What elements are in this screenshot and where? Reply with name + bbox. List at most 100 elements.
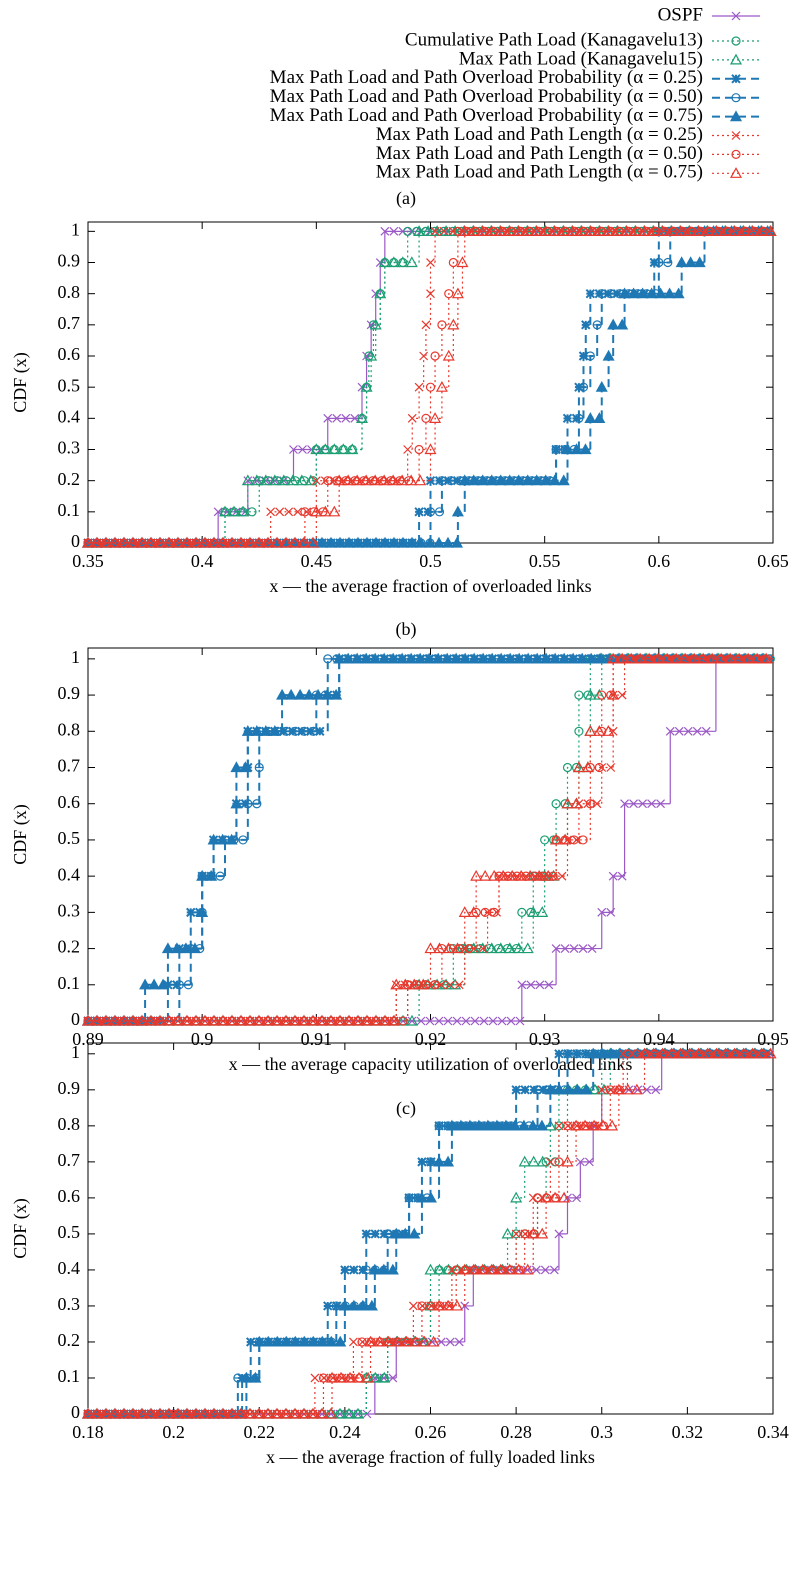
step-segment [464, 911, 477, 949]
step-segment [524, 1161, 551, 1198]
marker [425, 1157, 436, 1167]
step-segment [374, 1377, 397, 1414]
marker [414, 507, 424, 517]
x-tick-label: 0.32 [672, 1422, 704, 1442]
marker [596, 1047, 609, 1059]
step-segment [408, 1196, 431, 1234]
marker [333, 1014, 347, 1026]
marker [153, 1407, 167, 1419]
marker [431, 978, 444, 990]
y-tick-label: 0 [71, 531, 80, 551]
marker [521, 474, 534, 486]
marker [230, 761, 243, 773]
marker [752, 654, 762, 664]
marker [725, 654, 735, 664]
marker [81, 1014, 95, 1026]
marker [434, 1016, 444, 1026]
step-segment [521, 984, 557, 1021]
marker [249, 1371, 262, 1383]
marker [306, 1407, 320, 1419]
marker [638, 1047, 651, 1059]
marker [216, 1407, 230, 1419]
step-segment [457, 230, 773, 263]
marker [665, 1047, 678, 1059]
step-segment [304, 511, 328, 543]
step-segment [461, 261, 465, 294]
x-tick-label: 0.34 [757, 1422, 789, 1442]
step-segment [589, 658, 773, 696]
marker [656, 799, 666, 809]
marker [334, 1335, 347, 1347]
marker [495, 652, 508, 664]
marker [308, 1409, 318, 1419]
marker [683, 1047, 696, 1059]
marker [241, 725, 254, 736]
marker [207, 536, 221, 548]
step-segment [600, 292, 659, 325]
marker [342, 1407, 356, 1419]
marker [616, 318, 629, 330]
marker [512, 942, 525, 954]
marker [387, 652, 400, 664]
marker [634, 652, 647, 664]
marker [562, 1121, 573, 1131]
marker [315, 1407, 329, 1419]
marker [647, 1047, 660, 1059]
marker [426, 258, 435, 267]
marker [448, 257, 458, 268]
marker [731, 74, 741, 84]
step-segment [577, 417, 584, 450]
marker [117, 1014, 131, 1026]
step-segment [258, 730, 317, 768]
marker [288, 1407, 302, 1419]
marker [382, 1335, 395, 1347]
step-segment [373, 1268, 397, 1306]
step-segment [669, 230, 773, 263]
step-segment [178, 983, 191, 1021]
marker [362, 1409, 372, 1419]
marker [472, 1119, 485, 1131]
step-segment [258, 1340, 337, 1378]
marker [270, 1014, 284, 1026]
marker [521, 1263, 534, 1275]
marker [620, 799, 630, 809]
marker [521, 942, 534, 954]
step-segment [612, 323, 625, 357]
step-segment [247, 480, 317, 512]
marker [356, 1299, 369, 1311]
step-segment [434, 230, 773, 263]
step-segment [246, 802, 260, 840]
marker [536, 1227, 549, 1239]
caption: (b) [396, 619, 417, 640]
step-segment [201, 875, 225, 913]
marker [674, 1047, 687, 1059]
marker [351, 652, 364, 664]
marker [478, 1265, 488, 1275]
marker [517, 1119, 530, 1131]
marker [342, 1014, 356, 1026]
marker [548, 474, 561, 486]
marker [579, 1119, 592, 1131]
step-segment [566, 1197, 581, 1234]
step-segment [258, 480, 317, 512]
marker [532, 1193, 543, 1203]
marker [636, 287, 649, 299]
marker [315, 1014, 329, 1026]
marker [522, 1265, 532, 1275]
step-segment [544, 839, 557, 877]
marker [445, 1119, 458, 1131]
marker [250, 725, 263, 736]
step-segment [536, 1197, 559, 1234]
marker [557, 225, 570, 236]
marker [464, 943, 474, 954]
marker [83, 1409, 93, 1419]
marker [494, 942, 507, 954]
marker [527, 1155, 540, 1167]
marker [701, 726, 711, 736]
marker [333, 652, 346, 664]
marker [418, 1335, 431, 1347]
marker [417, 1157, 427, 1167]
marker [227, 1409, 237, 1419]
step-segment [452, 324, 458, 357]
marker [446, 476, 456, 486]
